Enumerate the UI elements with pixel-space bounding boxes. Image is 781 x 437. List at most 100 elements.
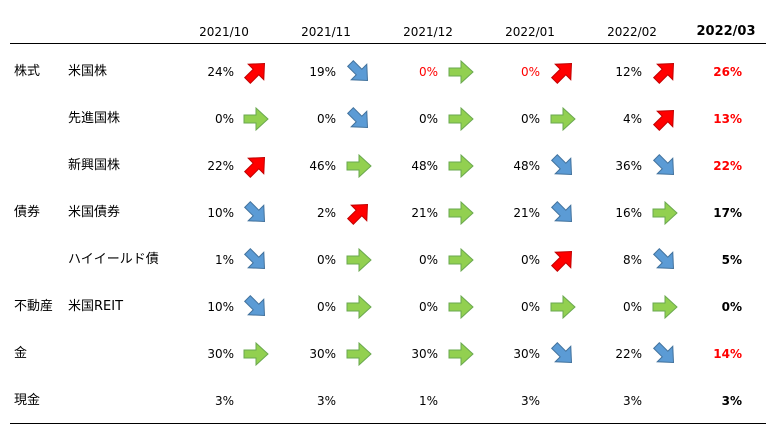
value-cell: 48%	[513, 159, 540, 173]
arrow-up-icon	[345, 199, 373, 227]
arrow-right-icon	[242, 340, 270, 368]
arrow-right-icon	[447, 340, 475, 368]
value-cell: 36%	[615, 159, 642, 173]
header-2022-03: 2022/03	[696, 24, 756, 39]
arrow-right-icon	[651, 293, 679, 321]
value-cell: 24%	[207, 65, 234, 79]
value-cell: 48%	[411, 159, 438, 173]
value-cell: 1%	[418, 394, 438, 408]
category-label: 金	[14, 346, 28, 361]
value-cell: 46%	[309, 159, 336, 173]
value-cell: 30%	[513, 347, 540, 361]
arrow-right-icon	[447, 58, 475, 86]
value-cell: 8%	[622, 253, 642, 267]
value-cell: 21%	[411, 206, 438, 220]
arrow-right-icon	[447, 105, 475, 133]
arrow-down-icon	[651, 340, 679, 368]
asset-label: 先進国株	[68, 111, 121, 126]
arrow-down-icon	[242, 246, 270, 274]
value-cell: 0%	[418, 65, 438, 79]
value-cell: 10%	[207, 206, 234, 220]
value-cell: 3%	[520, 394, 540, 408]
value-cell: 0%	[721, 300, 742, 314]
arrow-up-icon	[242, 152, 270, 180]
value-cell: 30%	[411, 347, 438, 361]
arrow-up-icon	[549, 58, 577, 86]
value-cell: 0%	[622, 300, 642, 314]
arrow-down-icon	[345, 105, 373, 133]
header-2021-11: 2021/11	[301, 25, 351, 39]
header-2021-12: 2021/12	[403, 25, 453, 39]
value-cell: 5%	[721, 253, 742, 267]
asset-label: 新興国株	[68, 158, 121, 173]
value-cell: 19%	[309, 65, 336, 79]
arrow-down-icon	[549, 340, 577, 368]
value-cell: 22%	[713, 159, 742, 173]
arrow-right-icon	[345, 246, 373, 274]
arrow-right-icon	[345, 293, 373, 321]
value-cell: 12%	[615, 65, 642, 79]
value-cell: 10%	[207, 300, 234, 314]
table-bottom-border	[10, 423, 766, 424]
value-cell: 0%	[316, 300, 336, 314]
category-label: 現金	[14, 393, 41, 408]
value-cell: 14%	[713, 347, 742, 361]
header-2021-10: 2021/10	[199, 25, 249, 39]
value-cell: 2%	[316, 206, 336, 220]
value-cell: 22%	[615, 347, 642, 361]
arrow-down-icon	[651, 152, 679, 180]
value-cell: 0%	[316, 253, 336, 267]
value-cell: 22%	[207, 159, 234, 173]
arrow-up-icon	[651, 58, 679, 86]
value-cell: 0%	[316, 112, 336, 126]
value-cell: 21%	[513, 206, 540, 220]
value-cell: 3%	[721, 394, 742, 408]
value-cell: 3%	[622, 394, 642, 408]
value-cell: 0%	[520, 112, 540, 126]
value-cell: 3%	[316, 394, 336, 408]
arrow-down-icon	[549, 152, 577, 180]
arrow-right-icon	[345, 340, 373, 368]
arrow-right-icon	[447, 199, 475, 227]
value-cell: 30%	[207, 347, 234, 361]
arrow-right-icon	[651, 199, 679, 227]
category-label: 株式	[14, 64, 41, 79]
arrow-down-icon	[549, 199, 577, 227]
value-cell: 0%	[214, 112, 234, 126]
table-top-border	[10, 43, 766, 44]
value-cell: 26%	[713, 65, 742, 79]
value-cell: 3%	[214, 394, 234, 408]
arrow-down-icon	[345, 58, 373, 86]
arrow-right-icon	[447, 152, 475, 180]
arrow-up-icon	[549, 246, 577, 274]
header-2022-02: 2022/02	[607, 25, 657, 39]
value-cell: 0%	[520, 65, 540, 79]
arrow-down-icon	[242, 199, 270, 227]
value-cell: 0%	[520, 253, 540, 267]
value-cell: 1%	[214, 253, 234, 267]
header-2022-01: 2022/01	[505, 25, 555, 39]
arrow-right-icon	[242, 105, 270, 133]
asset-label: 米国REIT	[68, 299, 124, 314]
value-cell: 13%	[713, 112, 742, 126]
value-cell: 0%	[418, 112, 438, 126]
category-label: 不動産	[14, 299, 54, 314]
arrow-up-icon	[651, 105, 679, 133]
asset-label: 米国債券	[68, 205, 121, 220]
arrow-down-icon	[242, 293, 270, 321]
value-cell: 0%	[418, 300, 438, 314]
asset-label: 米国株	[68, 64, 108, 79]
category-label: 債券	[14, 205, 41, 220]
arrow-right-icon	[447, 293, 475, 321]
value-cell: 0%	[418, 253, 438, 267]
arrow-down-icon	[651, 246, 679, 274]
asset-label: ハイイールド債	[68, 252, 159, 267]
value-cell: 16%	[615, 206, 642, 220]
value-cell: 17%	[713, 206, 742, 220]
arrow-right-icon	[549, 105, 577, 133]
arrow-right-icon	[549, 293, 577, 321]
arrow-right-icon	[447, 246, 475, 274]
value-cell: 0%	[520, 300, 540, 314]
value-cell: 30%	[309, 347, 336, 361]
value-cell: 4%	[622, 112, 642, 126]
